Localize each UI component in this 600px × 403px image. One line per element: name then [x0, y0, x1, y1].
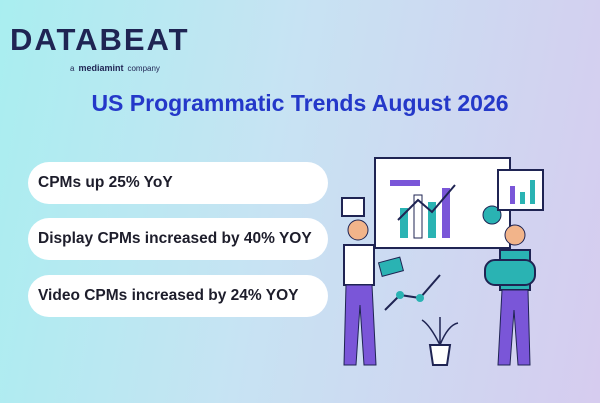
- illustration-rect: [341, 197, 365, 217]
- illustration-circle: [482, 205, 502, 225]
- illustration-rect: [520, 192, 525, 204]
- stat-text: Video CPMs increased by 24% YOY: [38, 287, 299, 304]
- illustration-rect: [377, 256, 405, 277]
- illustration-rect: [390, 180, 420, 186]
- stat-pill: Display CPMs increased by 40% YOY: [28, 218, 328, 260]
- illustration-rect: [510, 186, 515, 204]
- illustration-circle: [347, 219, 369, 241]
- illustration-rect: [442, 188, 450, 238]
- illustration: [341, 157, 544, 366]
- logo-tagline: a mediamint company: [70, 63, 160, 73]
- tag-prefix: a: [70, 63, 75, 73]
- tag-suffix: company: [127, 63, 160, 73]
- stat-text: Display CPMs increased by 40% YOY: [38, 230, 312, 247]
- illustration-path: [428, 344, 452, 366]
- illustration-path: [421, 317, 459, 346]
- illustration-rect: [484, 259, 536, 286]
- tag-parent: mediamint: [78, 63, 124, 73]
- page-title: US Programmatic Trends August 2026: [91, 90, 509, 116]
- illustration-polyline: [397, 184, 456, 221]
- illustration-path: [497, 289, 531, 366]
- logo: DATABEAT: [10, 22, 190, 57]
- stat-pill: Video CPMs increased by 24% YOY: [28, 275, 328, 317]
- illustration-circle: [396, 291, 404, 299]
- illustration-path: [343, 244, 375, 286]
- illustration-rect: [413, 194, 423, 239]
- illustration-rect: [400, 208, 408, 238]
- illustration-rect: [530, 180, 535, 204]
- stat-text: CPMs up 25% YoY: [38, 174, 173, 191]
- illustration-polyline: [384, 274, 441, 311]
- illustration-circle: [416, 294, 424, 302]
- stat-pill: CPMs up 25% YoY: [28, 162, 328, 204]
- illustration-rect: [428, 202, 436, 238]
- illustration-circle: [504, 224, 526, 246]
- illustration-path: [343, 284, 377, 366]
